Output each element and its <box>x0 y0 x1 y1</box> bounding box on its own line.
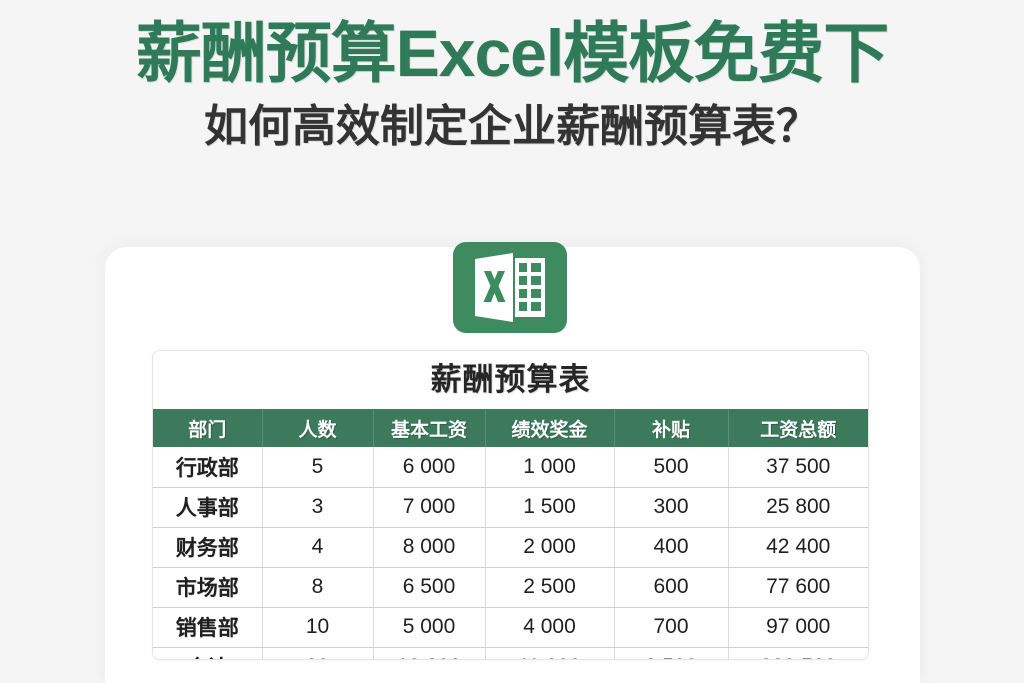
cell-total-salary: 77 600 <box>728 567 868 608</box>
table-header: 部门 人数 基本工资 绩效奖金 补贴 工资总额 <box>153 409 868 447</box>
table-row: 人事部 3 7 000 1 500 300 25 800 <box>153 487 868 528</box>
column-header-performance-bonus: 绩效奖金 <box>485 409 615 447</box>
column-header-total-salary: 工资总额 <box>728 409 868 447</box>
table-row: 销售部 10 5 000 4 000 700 97 000 <box>153 607 868 648</box>
cell-total-salary: 37 500 <box>728 447 868 488</box>
cell-performance-bonus: 4 000 <box>485 607 615 648</box>
cell-allowance: 600 <box>614 567 729 608</box>
cell-headcount: 3 <box>262 487 374 528</box>
page-subtitle: 如何高效制定企业薪酬预算表？ <box>204 102 820 152</box>
cell-performance-bonus: 1 500 <box>485 487 615 528</box>
cell-base-salary: 8 000 <box>373 527 486 568</box>
cell-allowance: 400 <box>614 527 729 568</box>
cell-total-salary: 25 800 <box>728 487 868 528</box>
cell-performance-bonus: 1 000 <box>485 447 615 488</box>
banner: 薪酬预算Excel模板免费下 如何高效制定企业薪酬预算表？ <box>0 0 1024 152</box>
cell-total-salary: 97 000 <box>728 607 868 648</box>
table-body: 行政部 5 6 000 1 000 500 37 500 人事部 3 7 000… <box>153 447 868 659</box>
cell-base-salary: 6 500 <box>373 567 486 608</box>
cell-headcount: 10 <box>262 607 374 648</box>
excel-file-icon[interactable] <box>453 242 567 333</box>
table-row: 财务部 4 8 000 2 000 400 42 400 <box>153 527 868 568</box>
cell-allowance: 300 <box>614 487 729 528</box>
cell-headcount: 5 <box>262 447 374 488</box>
cell-performance-bonus: 2 500 <box>485 567 615 608</box>
cell-base-salary: 6 000 <box>373 447 486 488</box>
cell-department: 人事部 <box>153 487 263 528</box>
cell-base-salary: 7 000 <box>373 487 486 528</box>
table-total-row: 合计 30 18 200 11 000 2 500 280 500 <box>153 647 868 659</box>
cell-total-label: 合计 <box>153 647 263 659</box>
column-header-allowance: 补贴 <box>614 409 729 447</box>
cell-total-allowance: 2 500 <box>614 647 729 659</box>
table-header-row: 部门 人数 基本工资 绩效奖金 补贴 工资总额 <box>153 409 868 447</box>
cell-department: 销售部 <box>153 607 263 648</box>
excel-file-icon-glyph <box>453 242 567 333</box>
page-title: 薪酬预算Excel模板免费下 <box>135 16 889 90</box>
column-header-base-salary: 基本工资 <box>373 409 486 447</box>
table-title: 薪酬预算表 <box>430 362 591 397</box>
cell-allowance: 700 <box>614 607 729 648</box>
budget-table-card: 薪酬预算表 部门 人数 基本工资 绩效奖金 补贴 工资总额 行政部 5 6 00… <box>152 350 869 660</box>
table-row: 市场部 8 6 500 2 500 600 77 600 <box>153 567 868 608</box>
cell-headcount: 8 <box>262 567 374 608</box>
cell-department: 行政部 <box>153 447 263 488</box>
cell-grand-total: 280 500 <box>728 647 868 659</box>
cell-department: 财务部 <box>153 527 263 568</box>
cell-headcount: 4 <box>262 527 374 568</box>
cell-total-salary: 42 400 <box>728 527 868 568</box>
cell-allowance: 500 <box>614 447 729 488</box>
table-row: 行政部 5 6 000 1 000 500 37 500 <box>153 447 868 488</box>
cell-total-headcount: 30 <box>262 647 374 659</box>
cell-department: 市场部 <box>153 567 263 608</box>
column-header-headcount: 人数 <box>262 409 374 447</box>
cell-total-base-salary: 18 200 <box>373 647 486 659</box>
column-header-department: 部门 <box>153 409 263 447</box>
salary-budget-table: 部门 人数 基本工资 绩效奖金 补贴 工资总额 行政部 5 6 000 1 00… <box>153 409 868 659</box>
cell-base-salary: 5 000 <box>373 607 486 648</box>
cell-performance-bonus: 2 000 <box>485 527 615 568</box>
cell-total-performance-bonus: 11 000 <box>485 647 615 659</box>
